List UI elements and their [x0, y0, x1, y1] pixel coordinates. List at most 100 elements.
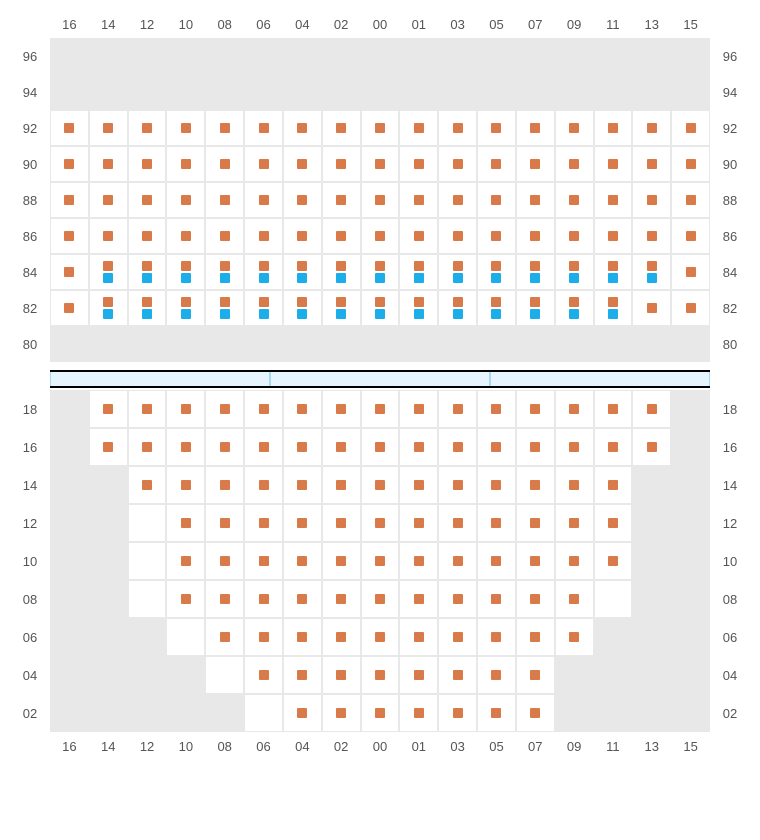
seat-cell[interactable]: [438, 618, 477, 656]
seat-cell[interactable]: [283, 618, 322, 656]
seat-cell[interactable]: [671, 504, 710, 542]
seat-marker[interactable]: [375, 273, 385, 283]
seat-cell[interactable]: [632, 504, 671, 542]
seat-cell[interactable]: [477, 504, 516, 542]
seat-cell[interactable]: [438, 218, 477, 254]
seat-marker[interactable]: [220, 273, 230, 283]
seat-cell[interactable]: [244, 110, 283, 146]
seat-marker[interactable]: [569, 518, 579, 528]
seat-marker[interactable]: [103, 159, 113, 169]
seat-cell[interactable]: [632, 290, 671, 326]
seat-cell[interactable]: [516, 290, 555, 326]
seat-cell[interactable]: [283, 504, 322, 542]
seat-cell[interactable]: [166, 428, 205, 466]
seat-cell[interactable]: [399, 504, 438, 542]
seat-cell[interactable]: [477, 466, 516, 504]
seat-cell[interactable]: [89, 618, 128, 656]
seat-cell[interactable]: [555, 218, 594, 254]
seat-marker[interactable]: [375, 231, 385, 241]
seat-marker[interactable]: [491, 518, 501, 528]
seat-cell[interactable]: [89, 254, 128, 290]
seat-marker[interactable]: [491, 261, 501, 271]
seat-cell[interactable]: [632, 466, 671, 504]
seat-cell[interactable]: [322, 580, 361, 618]
seat-cell[interactable]: [244, 74, 283, 110]
seat-cell[interactable]: [166, 618, 205, 656]
seat-cell[interactable]: [89, 542, 128, 580]
seat-marker[interactable]: [414, 632, 424, 642]
seat-cell[interactable]: [438, 542, 477, 580]
seat-cell[interactable]: [438, 466, 477, 504]
seat-cell[interactable]: [555, 694, 594, 732]
seat-cell[interactable]: [205, 580, 244, 618]
seat-cell[interactable]: [555, 618, 594, 656]
seat-marker[interactable]: [259, 404, 269, 414]
seat-cell[interactable]: [594, 218, 633, 254]
seat-cell[interactable]: [361, 466, 400, 504]
seat-cell[interactable]: [632, 428, 671, 466]
seat-marker[interactable]: [686, 123, 696, 133]
seat-marker[interactable]: [608, 159, 618, 169]
seat-cell[interactable]: [516, 218, 555, 254]
seat-cell[interactable]: [516, 504, 555, 542]
seat-cell[interactable]: [128, 110, 167, 146]
seat-cell[interactable]: [516, 38, 555, 74]
seat-marker[interactable]: [103, 261, 113, 271]
seat-cell[interactable]: [555, 580, 594, 618]
seat-cell[interactable]: [205, 428, 244, 466]
seat-cell[interactable]: [477, 580, 516, 618]
seat-cell[interactable]: [89, 326, 128, 362]
seat-marker[interactable]: [414, 404, 424, 414]
seat-marker[interactable]: [181, 261, 191, 271]
seat-marker[interactable]: [220, 480, 230, 490]
seat-cell[interactable]: [322, 390, 361, 428]
seat-cell[interactable]: [594, 74, 633, 110]
seat-marker[interactable]: [530, 123, 540, 133]
seat-marker[interactable]: [569, 404, 579, 414]
seat-marker[interactable]: [297, 480, 307, 490]
seat-cell[interactable]: [516, 146, 555, 182]
seat-cell[interactable]: [283, 694, 322, 732]
seat-cell[interactable]: [89, 466, 128, 504]
seat-marker[interactable]: [530, 297, 540, 307]
seat-cell[interactable]: [89, 38, 128, 74]
seat-cell[interactable]: [128, 542, 167, 580]
seat-marker[interactable]: [181, 556, 191, 566]
seat-cell[interactable]: [128, 504, 167, 542]
seat-cell[interactable]: [283, 38, 322, 74]
seat-marker[interactable]: [336, 480, 346, 490]
seat-marker[interactable]: [181, 518, 191, 528]
seat-marker[interactable]: [259, 556, 269, 566]
seat-cell[interactable]: [361, 580, 400, 618]
seat-marker[interactable]: [297, 556, 307, 566]
seat-cell[interactable]: [594, 466, 633, 504]
seat-cell[interactable]: [477, 428, 516, 466]
seat-cell[interactable]: [322, 542, 361, 580]
seat-cell[interactable]: [671, 428, 710, 466]
seat-marker[interactable]: [220, 309, 230, 319]
seat-marker[interactable]: [453, 480, 463, 490]
seat-marker[interactable]: [491, 273, 501, 283]
seat-marker[interactable]: [336, 297, 346, 307]
seat-marker[interactable]: [491, 708, 501, 718]
seat-cell[interactable]: [594, 428, 633, 466]
seat-marker[interactable]: [569, 480, 579, 490]
seat-marker[interactable]: [491, 670, 501, 680]
seat-cell[interactable]: [361, 542, 400, 580]
seat-marker[interactable]: [259, 297, 269, 307]
seat-cell[interactable]: [399, 694, 438, 732]
seat-cell[interactable]: [438, 694, 477, 732]
seat-marker[interactable]: [220, 231, 230, 241]
seat-marker[interactable]: [647, 261, 657, 271]
seat-marker[interactable]: [103, 195, 113, 205]
seat-cell[interactable]: [477, 110, 516, 146]
seat-marker[interactable]: [181, 159, 191, 169]
seat-marker[interactable]: [608, 480, 618, 490]
seat-marker[interactable]: [608, 123, 618, 133]
seat-marker[interactable]: [336, 195, 346, 205]
seat-cell[interactable]: [244, 182, 283, 218]
seat-marker[interactable]: [530, 518, 540, 528]
seat-cell[interactable]: [399, 146, 438, 182]
seat-cell[interactable]: [361, 146, 400, 182]
seat-marker[interactable]: [569, 556, 579, 566]
